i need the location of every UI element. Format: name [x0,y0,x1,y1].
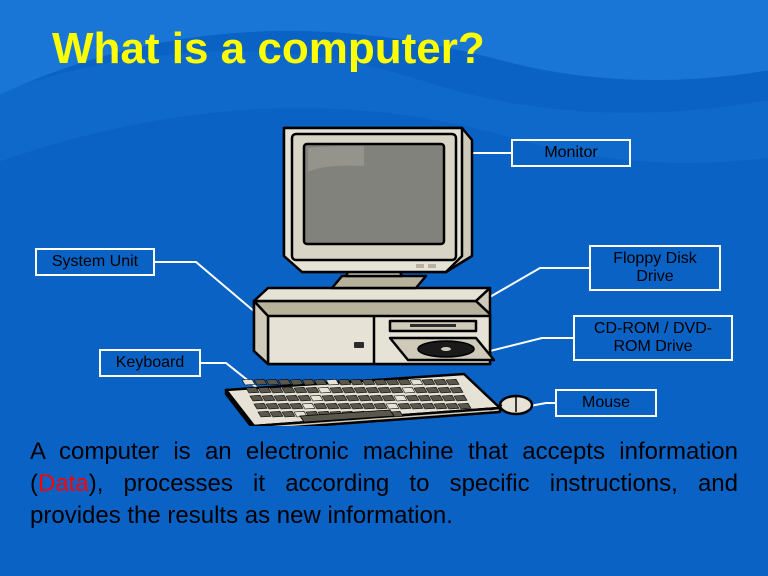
label-floppy-disk-drive: Floppy Disk Drive [590,246,720,290]
label-cd-dvd-rom-drive: CD-ROM / DVD-ROM Drive [574,316,732,360]
label-mouse: Mouse [556,390,656,416]
computer-illustration [214,116,534,426]
slide-caption: A computer is an electronic machine that… [30,436,738,532]
caption-text-after: ), processes it according to specific in… [30,470,738,529]
label-monitor: Monitor [512,140,630,166]
caption-highlight-word: Data [38,470,89,497]
slide-title: What is a computer? [52,24,485,74]
label-keyboard: Keyboard [100,350,200,376]
label-system-unit: System Unit [36,249,154,275]
